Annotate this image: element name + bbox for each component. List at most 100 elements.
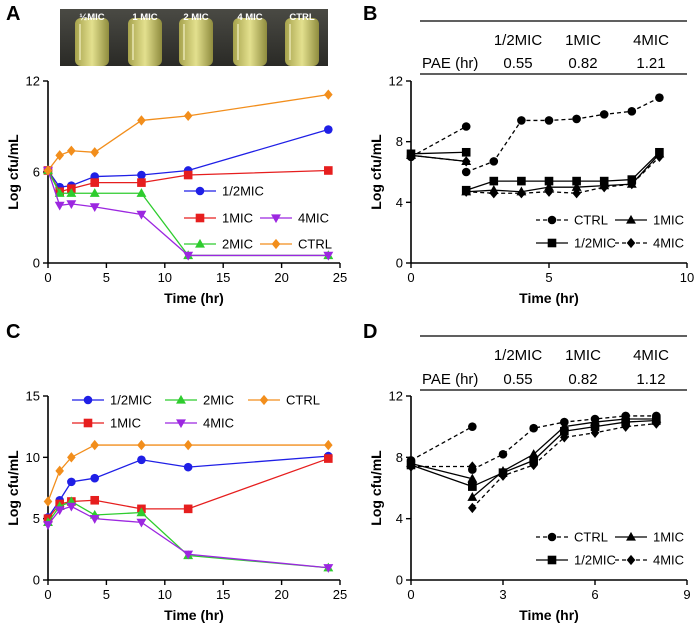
y-axis-label: Log cfu/mL [5,134,21,210]
y-axis-label: Log cfu/mL [368,134,384,210]
x-axis-label: Time (hr) [519,290,579,306]
legend-label: 1/2MIC [574,553,616,568]
data-point [627,107,637,116]
y-tick-label: 0 [33,256,40,271]
data-point [89,515,100,524]
data-point [517,116,526,125]
data-point [544,186,554,197]
data-point [590,422,600,431]
data-point [324,439,333,451]
x-tick-label: 10 [158,270,172,285]
data-point [67,477,76,487]
y-tick-label: 4 [396,195,403,210]
series-line [410,462,473,480]
legend-label: 1MIC [110,416,141,431]
legend-label: 1/2MIC [222,184,264,199]
data-point [90,439,100,451]
x-tick-label: 3 [499,587,506,602]
legend-label: 4MIC [298,211,329,226]
y-tick-label: 8 [396,134,403,149]
legend-label: 1MIC [222,211,253,226]
legend-item-2MIC: 2MIC [165,393,234,408]
series-4MIC [406,418,661,514]
y-tick-label: 10 [26,450,40,465]
data-point [324,89,333,100]
x-tick-label: 15 [216,587,230,602]
x-axis-label: Time (hr) [519,607,579,623]
data-point [489,176,499,186]
legend-item-1-2MIC: 1/2MIC [72,393,152,408]
panel-label-c: C [6,321,20,343]
data-point [323,251,334,261]
legend-marker [547,532,557,542]
data-point [183,462,193,472]
panel-label-a: A [6,3,20,25]
legend-marker [271,238,281,250]
legend-marker [626,214,636,224]
pae-header: 1MIC [565,32,601,49]
data-point [137,455,146,465]
data-point [66,502,77,512]
data-point [489,188,499,199]
data-point [529,423,538,433]
x-tick-label: 0 [44,270,51,285]
data-point [67,452,76,463]
legend-item-CTRL: CTRL [536,530,608,545]
data-point [90,473,100,483]
x-tick-label: 20 [274,587,288,602]
pae-row-label: PAE (hr) [422,371,478,388]
data-point [324,166,333,175]
data-point [55,150,64,161]
data-point [183,170,193,180]
data-point [544,182,554,191]
tube-1 [128,18,162,66]
data-point [54,201,65,211]
legend-marker [547,215,557,225]
legend-label: 1MIC [653,213,684,228]
legend-label: 1/2MIC [110,393,152,408]
data-point [324,125,333,134]
legend-item-1-2MIC: 1/2MIC [536,553,616,568]
data-point [55,465,64,476]
legend-item-CTRL: CTRL [536,213,608,228]
legend-item-4MIC: 4MIC [615,236,684,251]
series-line [410,154,467,163]
y-tick-label: 6 [33,165,40,180]
series-line [410,125,467,158]
data-point [67,145,76,156]
legend-marker [626,554,636,566]
data-point [489,157,499,166]
data-point [461,122,471,131]
data-point [529,459,538,471]
data-point [590,427,600,438]
pae-value: 1.21 [636,55,665,72]
x-tick-label: 0 [44,587,51,602]
data-point [544,176,554,186]
y-tick-label: 5 [33,511,40,526]
legend-marker [195,238,205,248]
series-1-2MIC [406,147,664,195]
legend-item-4MIC: 4MIC [165,416,234,431]
data-point [137,178,146,187]
data-point [54,506,65,516]
legend-marker [176,394,186,404]
data-point [468,482,477,491]
legend-label: CTRL [298,237,332,252]
data-point [66,188,77,197]
pae-value: 1.12 [636,371,665,388]
pae-value: 0.82 [568,55,597,72]
y-tick-label: 0 [33,573,40,588]
legend-marker [547,555,557,565]
data-point [89,203,100,213]
data-point [599,182,609,193]
data-point [498,449,508,459]
legend-item-1MIC: 1MIC [615,530,684,545]
data-point [599,110,609,119]
data-point [406,461,416,472]
data-point [461,156,471,167]
y-axis-label: Log cfu/mL [5,450,21,526]
legend-marker [626,237,636,249]
x-tick-label: 6 [591,587,598,602]
data-point [621,421,630,432]
x-tick-label: 9 [683,587,690,602]
